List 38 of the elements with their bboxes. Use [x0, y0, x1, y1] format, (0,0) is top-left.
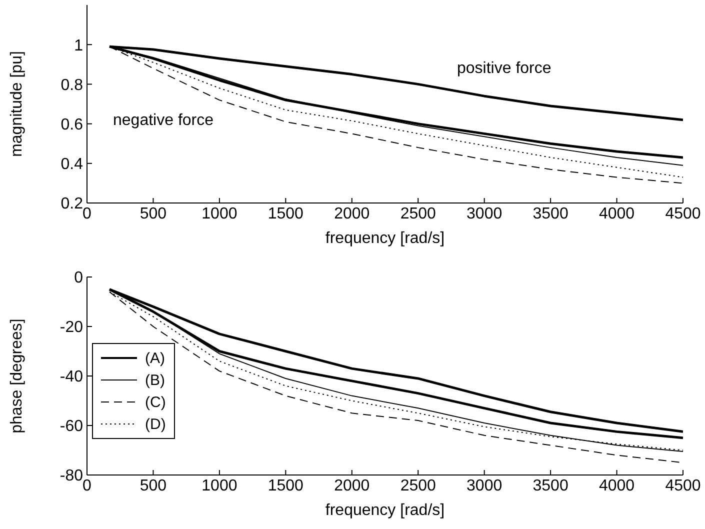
x-tick-label: 1500	[268, 477, 304, 494]
y-tick-label: 0	[74, 270, 84, 287]
x-tick-label: 3500	[532, 477, 568, 494]
x-tick-label: 1000	[202, 205, 238, 222]
x-tick-label: 1000	[202, 477, 238, 494]
x-tick-label: 3000	[466, 205, 502, 222]
x-tick-label: 4000	[598, 477, 635, 494]
y-tick-label: 0.2	[60, 196, 84, 213]
x-tick-label: 2500	[400, 477, 436, 494]
x-tick-label: 2000	[334, 205, 370, 222]
y-tick-label: 1	[74, 37, 84, 54]
x-tick-label: 2500	[400, 205, 436, 222]
y-tick-label: -40	[60, 368, 84, 386]
x-axis-title: frequency [rad/s]	[325, 230, 445, 247]
annotation: negative force	[113, 112, 214, 130]
y-tick-label: 0.4	[60, 156, 84, 174]
legend-label: (C)	[145, 394, 166, 410]
x-tick-label: 4500	[665, 477, 701, 494]
x-tick-label: 4000	[598, 205, 635, 222]
legend-label: (B)	[145, 372, 165, 388]
y-axis-title: phase [degrees]	[8, 318, 26, 434]
x-tick-label: 3500	[532, 205, 568, 222]
y-tick-label: -20	[60, 319, 84, 336]
x-tick-label: 2000	[334, 477, 370, 494]
legend-label: (A)	[145, 350, 165, 366]
y-tick-label: 0.8	[60, 76, 84, 94]
y-tick-label: 0.6	[60, 116, 84, 134]
x-tick-label: 500	[140, 205, 167, 222]
x-axis-title: frequency [rad/s]	[325, 502, 445, 519]
x-tick-label: 4500	[665, 205, 701, 222]
x-tick-label: 500	[140, 477, 167, 494]
y-tick-label: -60	[60, 418, 84, 436]
y-axis-title: magnitude [pu]	[8, 51, 26, 157]
x-tick-label: 3000	[466, 477, 502, 494]
y-tick-label: -80	[60, 468, 84, 485]
annotation: positive force	[457, 60, 552, 78]
x-tick-label: 1500	[268, 205, 304, 222]
legend-label: (D)	[145, 416, 166, 432]
